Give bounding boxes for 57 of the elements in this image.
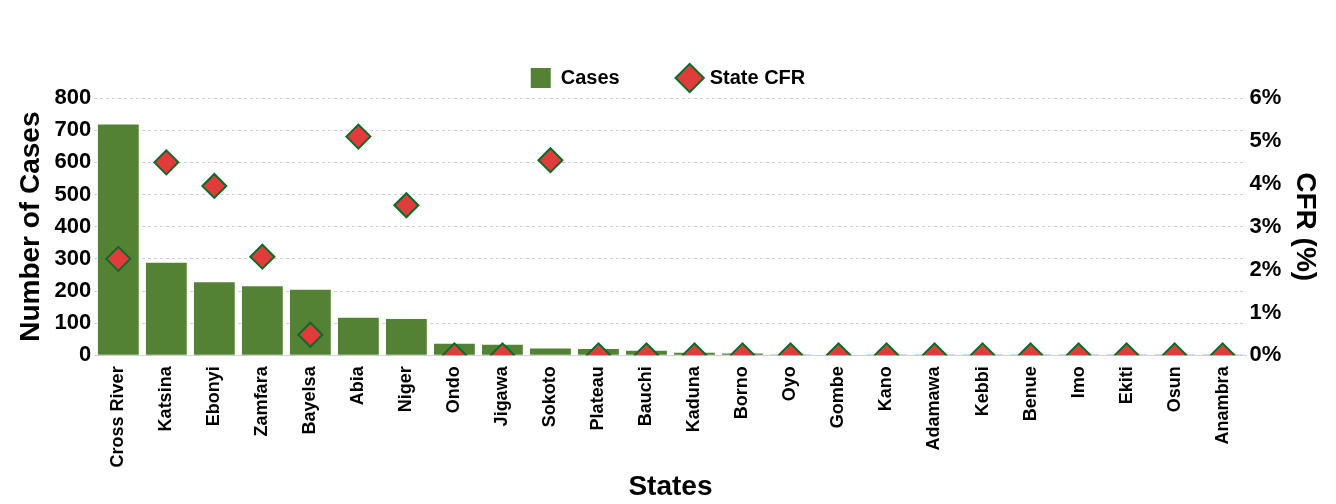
y-tick-label: 600 [54,148,92,174]
point [537,147,564,174]
x-tick-label: Ondo [443,366,464,414]
x-tick-label: Osun [1163,366,1184,413]
y2-axis-title: CFR (%) [1291,172,1323,282]
point [153,149,180,176]
x-tick-label: Ekiti [1115,366,1136,405]
y2-tick-label: 4% [1249,169,1282,195]
x-tick-label: Abia [347,365,368,406]
y-tick-label: 400 [54,212,92,238]
x-tick-label: Borno [731,366,752,420]
x-tick-label: Kebbi [971,366,992,417]
x-tick-label: Bayelsa [299,365,320,435]
x-tick-label: Plateau [587,366,608,431]
point [201,172,228,199]
x-tick-label: Sokoto [539,366,560,428]
x-tick-label: Kaduna [683,365,704,433]
x-tick-label: Zamfara [251,365,272,437]
x-tick-label: Gombe [827,366,848,429]
bar [385,319,427,355]
bar [97,124,139,355]
x-tick-label: Cross River [107,366,128,468]
x-tick-label: Kano [875,366,896,412]
y-axis-title: Number of Cases [13,111,45,342]
x-tick-label: Imo [1067,366,1088,399]
x-tick-label: Oyo [779,366,800,402]
y-tick-label: 700 [54,116,92,142]
x-tick-label: Benue [1019,366,1040,422]
bar [145,262,187,355]
y2-tick-label: 1% [1249,298,1282,324]
x-tick-label: Ebonyi [203,366,224,427]
x-tick-label: Katsina [155,365,176,432]
y-tick-label: 500 [54,180,92,206]
y2-tick-label: 0% [1249,341,1282,367]
y2-tick-label: 2% [1249,255,1282,281]
legend-label: Cases [560,65,620,88]
y-tick-label: 800 [54,84,92,110]
y-tick-label: 0 [79,341,92,367]
x-tick-label: Niger [395,366,416,413]
y2-tick-label: 3% [1249,212,1282,238]
y-tick-label: 100 [54,309,92,335]
x-tick-label: Bauchi [635,366,656,427]
y-tick-label: 300 [54,244,92,270]
y2-tick-label: 6% [1249,84,1282,110]
bar [530,348,571,355]
x-tick-label: Jigawa [491,365,512,427]
bar [193,282,235,355]
bar [337,317,379,355]
y2-tick-label: 5% [1249,126,1282,152]
point [345,123,372,150]
legend-label: State CFR [709,65,806,88]
x-tick-label: Anambra [1211,365,1232,445]
x-tick-label: Adamawa [923,365,944,451]
point [393,192,420,219]
x-axis-title: States [628,469,713,501]
bar [241,286,283,355]
y-tick-label: 200 [54,277,92,303]
